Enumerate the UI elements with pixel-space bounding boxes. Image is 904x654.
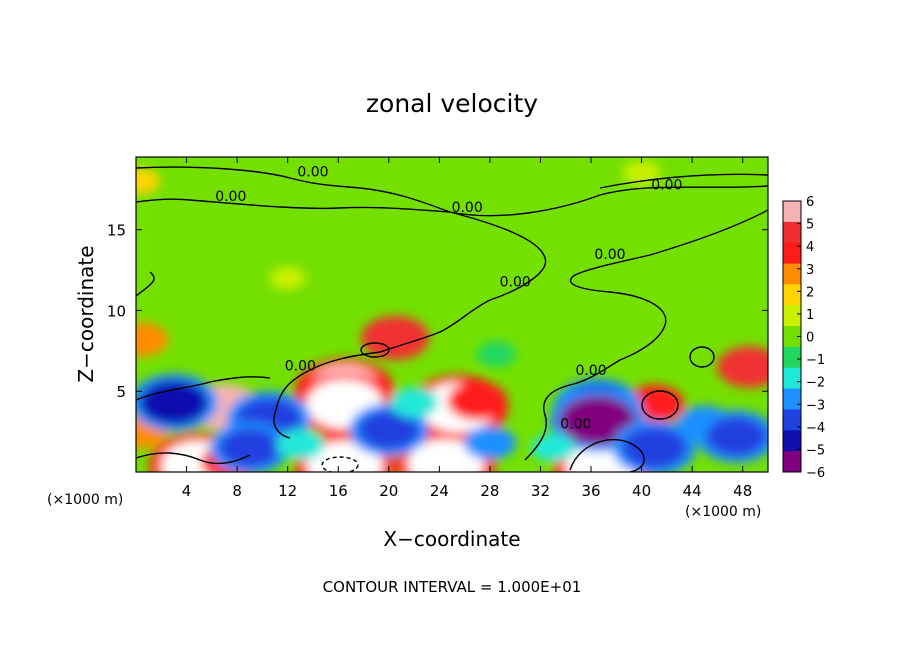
colorbar-tick-label: 6 [806, 195, 814, 210]
y-tick-label: 5 [116, 383, 126, 401]
field-feature [531, 433, 576, 462]
field-feature [463, 426, 516, 460]
y-axis: 5 10 15 [107, 222, 768, 401]
colorbar-swatch [783, 388, 801, 410]
colorbar-tick-label: 0 [806, 331, 814, 346]
field-feature [436, 227, 468, 248]
contour-label: 0.00 [452, 200, 483, 216]
contour-labels: 0.00 0.00 0.00 0.00 0.00 0.00 0.00 0.00 0.00 [215, 165, 682, 433]
x-tick-label: 32 [531, 482, 550, 500]
colorbar-swatch [783, 451, 801, 473]
field-feature [622, 427, 687, 469]
contour-label: 0.00 [560, 417, 591, 433]
contour-label: 0.00 [594, 247, 625, 263]
colorbar-tick-label: 5 [806, 218, 814, 233]
x-tick-label: 36 [581, 482, 600, 500]
field-feature [390, 387, 439, 419]
field-feature [269, 266, 306, 290]
chart-title: zonal velocity [366, 89, 538, 118]
x-axis-label: X−coordinate [383, 527, 520, 551]
y-tick-label: 15 [107, 222, 126, 240]
contour-lines [136, 166, 768, 472]
colorbar-tick-label: −5 [806, 443, 825, 458]
x-tick-label: 44 [683, 482, 702, 500]
contour-label: 0.00 [297, 165, 328, 181]
colorbar-swatch [783, 201, 801, 223]
contour-label: 0.00 [215, 189, 246, 205]
contour-label: 0.00 [575, 363, 606, 379]
contour-loop-bottom [321, 456, 359, 472]
colorbar-tick-label: −3 [806, 398, 825, 413]
field-feature [361, 315, 430, 360]
x-tick-label: 24 [430, 482, 449, 500]
colorbar-swatch [783, 263, 801, 285]
x-unit-label-left: (×1000 m) [47, 492, 123, 508]
colorbar-swatch [783, 346, 801, 369]
contour-line-top-right [599, 173, 768, 189]
field-feature [136, 168, 160, 195]
colorbar-tick-label: −1 [806, 353, 825, 368]
y-axis-label: Z−coordinate [74, 245, 98, 382]
x-tick-label: 40 [632, 482, 651, 500]
contour-label: 0.00 [500, 274, 531, 290]
field-feature [407, 439, 484, 472]
colorbar-swatch [783, 326, 801, 348]
contour-line-left-low [136, 376, 271, 401]
field-feature [139, 380, 208, 425]
x-tick-label: 4 [182, 482, 192, 500]
x-axis: 4 8 12 16 20 24 28 32 36 40 44 48 [182, 157, 752, 500]
colorbar-tick-label: 2 [806, 285, 814, 300]
colorbar-tick-label: −2 [806, 376, 825, 391]
contour-label: 0.00 [651, 177, 682, 193]
contour-loop-right [689, 346, 715, 368]
contour-loop-low-right [641, 390, 679, 420]
contour-line-upper-left [136, 198, 451, 213]
colorbar-tick-label: 3 [806, 263, 814, 278]
x-tick-label: 48 [733, 482, 752, 500]
field-feature [559, 395, 636, 445]
colorbar-tick-label: −6 [806, 466, 825, 481]
contour-line-mid [273, 211, 547, 439]
plot-frame [135, 156, 769, 473]
colorbar-swatch [783, 284, 801, 306]
colorbar-tick-label: −4 [806, 421, 825, 436]
field-feature [447, 381, 508, 421]
x-tick-label: 20 [379, 482, 398, 500]
x-tick-label: 28 [480, 482, 499, 500]
field-feature [689, 284, 721, 305]
colorbar-tick-label: 4 [806, 240, 814, 255]
colorbar-swatch [783, 430, 801, 452]
field-feature [562, 316, 595, 337]
colorbar-swatch [783, 409, 801, 431]
field-feature [706, 417, 767, 456]
contour-line-left-mid [136, 271, 155, 297]
field-feature [276, 429, 325, 461]
x-tick-label: 16 [329, 482, 348, 500]
field-feature [717, 346, 768, 388]
field-feature [219, 428, 280, 468]
x-unit-label-right: (×1000 m) [685, 504, 761, 520]
contour-line-bottom-right [569, 438, 645, 472]
velocity-field: 0.00 0.00 0.00 0.00 0.00 0.00 0.00 0.00 0.00 [136, 157, 768, 472]
y-tick-label: 10 [107, 302, 126, 320]
field-feature [358, 410, 419, 450]
contour-loop-center [360, 342, 390, 358]
x-tick-label: 12 [278, 482, 297, 500]
contour-line-bottom-left [136, 452, 251, 464]
colorbar-swatch [783, 242, 801, 265]
contour-label: 0.00 [285, 358, 316, 374]
colorbar: 6 5 4 3 2 1 0 −1 −2 −3 −4 −5 −6 [782, 195, 825, 481]
contour-line-upper [136, 166, 768, 217]
colorbar-swatch [783, 221, 801, 244]
colorbar-swatch [783, 367, 801, 390]
contour-interval-footer: CONTOUR INTERVAL = 1.000E+01 [323, 578, 582, 596]
colorbar-tick-label: 1 [806, 308, 814, 323]
colorbar-swatch [783, 305, 801, 327]
field-feature [476, 341, 517, 367]
x-tick-label: 8 [232, 482, 242, 500]
contour-line-right [524, 209, 768, 461]
field-feature [136, 322, 169, 357]
